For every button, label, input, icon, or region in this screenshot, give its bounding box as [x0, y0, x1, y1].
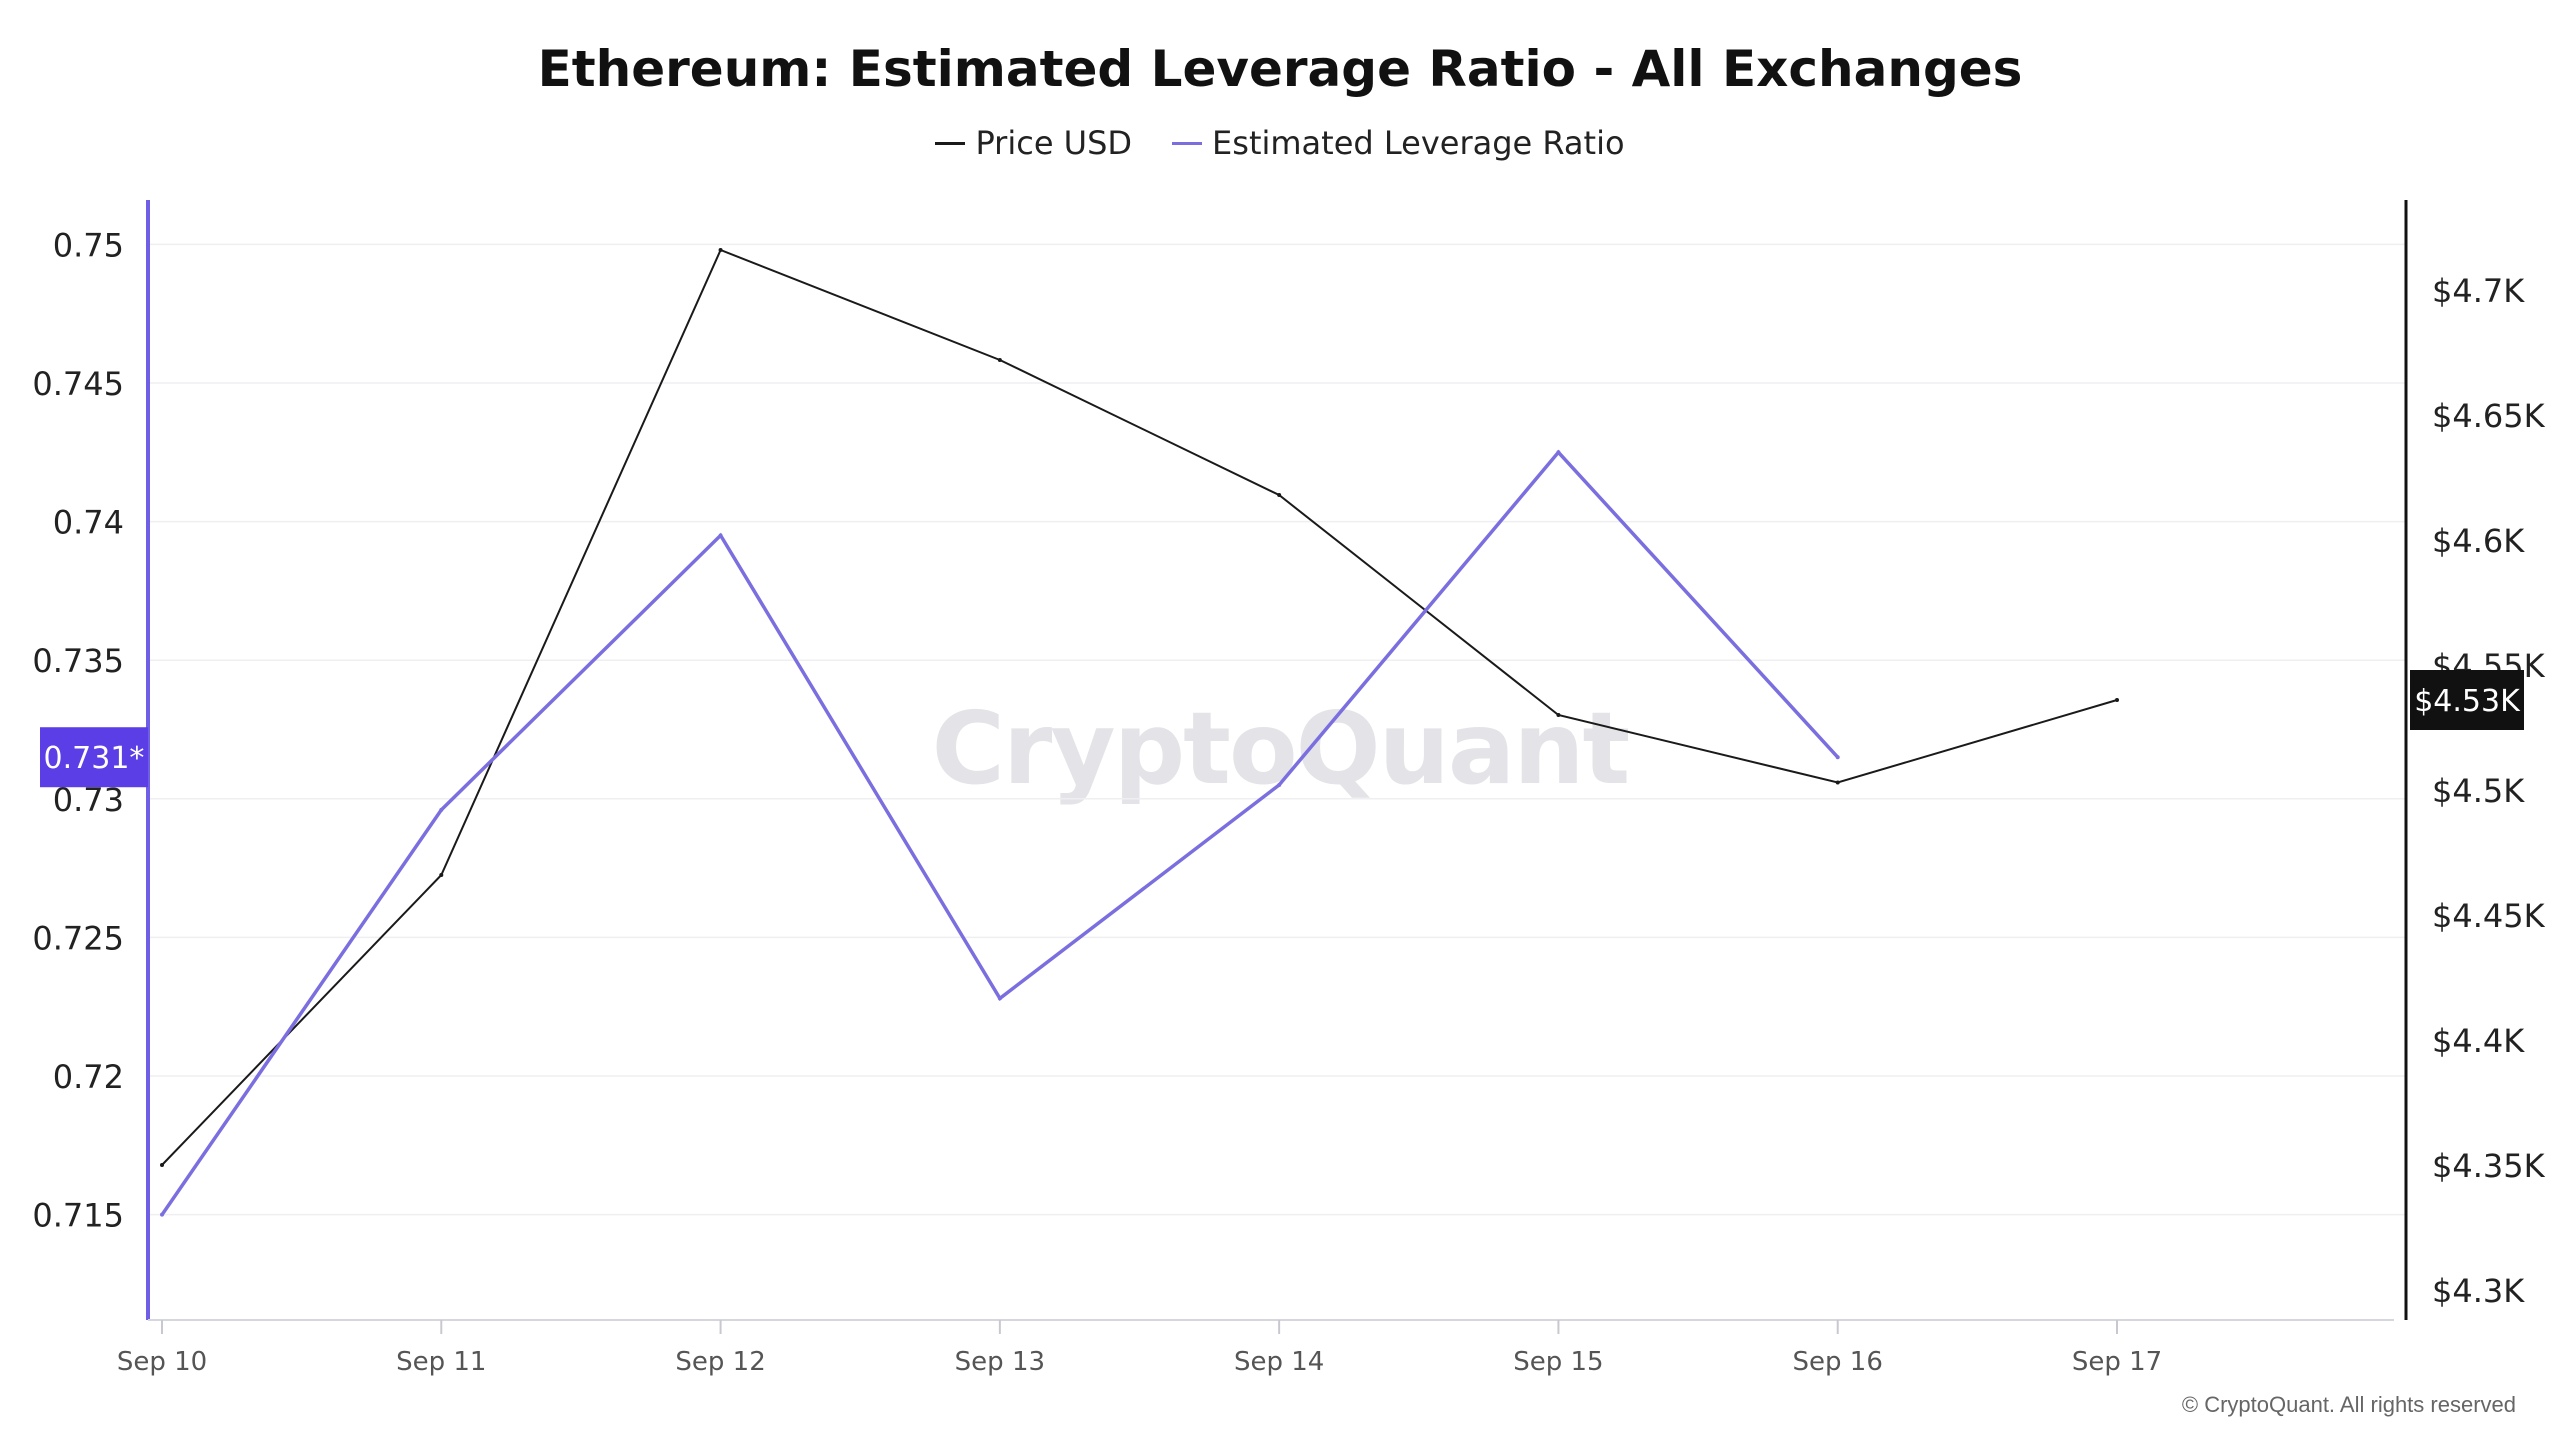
data-point-price: [2115, 698, 2119, 702]
x-tick-label: Sep 16: [1793, 1347, 1883, 1377]
data-point-leverage: [997, 996, 1002, 1001]
y-right-tick-label: $4.5K: [2432, 772, 2525, 810]
current-price-label: $4.53K: [2414, 684, 2521, 719]
legend-swatch-price: [935, 141, 966, 145]
y-right-tick-label: $4.65K: [2432, 397, 2546, 435]
copyright: © CryptoQuant. All rights reserved: [2181, 1392, 2516, 1417]
legend-swatch-leverage: [1172, 141, 1203, 145]
data-point-price: [997, 358, 1002, 362]
data-point-leverage: [1835, 755, 1840, 760]
y-right-tick-label: $4.3K: [2432, 1272, 2525, 1310]
data-point-leverage: [160, 1212, 164, 1217]
data-point-price: [718, 248, 723, 252]
data-point-price: [1835, 780, 1840, 785]
data-point-leverage: [1556, 450, 1561, 455]
data-point-leverage: [439, 807, 444, 812]
series: [160, 248, 2119, 1217]
legend-item-price[interactable]: Price USD: [935, 124, 1132, 162]
x-tick-label: Sep 17: [2072, 1347, 2162, 1377]
x-tick-label: Sep 14: [1234, 1347, 1324, 1377]
grid-lines: [148, 243, 2406, 1216]
y-left-tick-label: 0.725: [32, 919, 124, 957]
y-left-tick-label: 0.735: [32, 642, 124, 680]
data-point-price: [1556, 713, 1561, 717]
x-tick-label: Sep 10: [117, 1347, 207, 1377]
legend-label-leverage: Estimated Leverage Ratio: [1212, 124, 1625, 162]
legend-item-leverage[interactable]: Estimated Leverage Ratio: [1172, 124, 1625, 162]
data-point-price: [160, 1163, 164, 1167]
y-left-tick-label: 0.75: [53, 226, 124, 264]
data-point-leverage: [718, 533, 723, 538]
data-point-price: [1277, 493, 1282, 497]
data-point-leverage: [1277, 782, 1282, 787]
chart-title: Ethereum: Estimated Leverage Ratio - All…: [537, 40, 2023, 98]
x-tick-label: Sep 11: [396, 1347, 486, 1377]
x-tick-label: Sep 12: [675, 1347, 765, 1377]
series-line-price: [161, 248, 2118, 1166]
x-tick-label: Sep 13: [955, 1347, 1045, 1377]
y-right-tick-label: $4.4K: [2432, 1022, 2525, 1060]
legend: Price USD Estimated Leverage Ratio: [0, 124, 2560, 162]
x-tick-label: Sep 15: [1513, 1347, 1603, 1377]
data-point-price: [439, 873, 444, 877]
y-left-tick-label: 0.72: [53, 1058, 124, 1096]
current-leverage-badge: [40, 727, 148, 788]
y-left-tick-label: 0.74: [53, 504, 124, 542]
series-line-leverage: [160, 449, 1839, 1216]
current-leverage-label: 0.731*: [44, 741, 145, 776]
y-right-tick-label: $4.7K: [2432, 272, 2525, 310]
y-right-tick-label: $4.35K: [2432, 1147, 2546, 1185]
legend-label-price: Price USD: [975, 124, 1133, 162]
y-left-tick-label: 0.745: [32, 365, 124, 403]
tick-labels: 0.7150.720.7250.730.7350.740.7450.75$4.3…: [32, 226, 2545, 1377]
current-price-badge: [2410, 670, 2524, 730]
y-right-tick-label: $4.6K: [2432, 522, 2525, 560]
y-right-tick-label: $4.45K: [2432, 897, 2546, 935]
y-left-tick-label: 0.715: [32, 1197, 124, 1235]
